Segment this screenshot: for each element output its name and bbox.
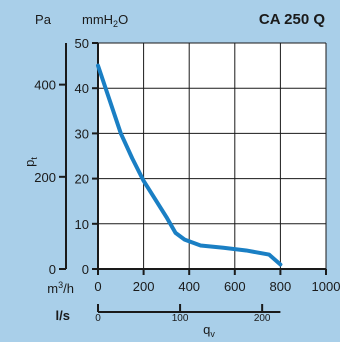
x-tick-label: 200 bbox=[133, 279, 155, 294]
x-tick-label: 800 bbox=[270, 279, 292, 294]
pa-tick-label: 200 bbox=[34, 170, 56, 185]
y-tick-label: 10 bbox=[75, 217, 89, 232]
performance-curve bbox=[96, 63, 283, 267]
x-tick-label: 1000 bbox=[312, 279, 340, 294]
x-tick-label: 600 bbox=[224, 279, 246, 294]
y-tick-label: 50 bbox=[75, 36, 89, 51]
y-tick-label: 0 bbox=[82, 262, 89, 277]
x-tick-label: 400 bbox=[178, 279, 200, 294]
pa-tick-label: 400 bbox=[34, 78, 56, 93]
tick-labels: 0 10 20 30 40 50 0 200 400 0 200 400 600 800 1000 0 100 2… bbox=[34, 36, 340, 324]
x-tick-label: 0 bbox=[94, 279, 101, 294]
axes bbox=[59, 42, 327, 313]
pa-tick-label: 0 bbox=[49, 262, 56, 277]
y-tick-label: 20 bbox=[75, 172, 89, 187]
y-axis-label: pt bbox=[22, 157, 39, 167]
chart-title: CA 250 Q bbox=[259, 11, 325, 28]
y-tick-label: 40 bbox=[75, 81, 89, 96]
ls-tick-label: 200 bbox=[254, 313, 271, 324]
primary-y-unit: mmH2O bbox=[82, 12, 128, 29]
ls-tick-label: 0 bbox=[95, 313, 101, 324]
ls-tick-label: 100 bbox=[172, 313, 189, 324]
y-tick-label: 30 bbox=[75, 126, 89, 141]
secondary-y-unit: Pa bbox=[35, 12, 52, 27]
secondary-x-unit: l/s bbox=[56, 308, 70, 323]
x-axis-label: qv bbox=[203, 322, 215, 339]
primary-x-unit: m3/h bbox=[47, 280, 74, 296]
plot-area bbox=[98, 43, 326, 269]
